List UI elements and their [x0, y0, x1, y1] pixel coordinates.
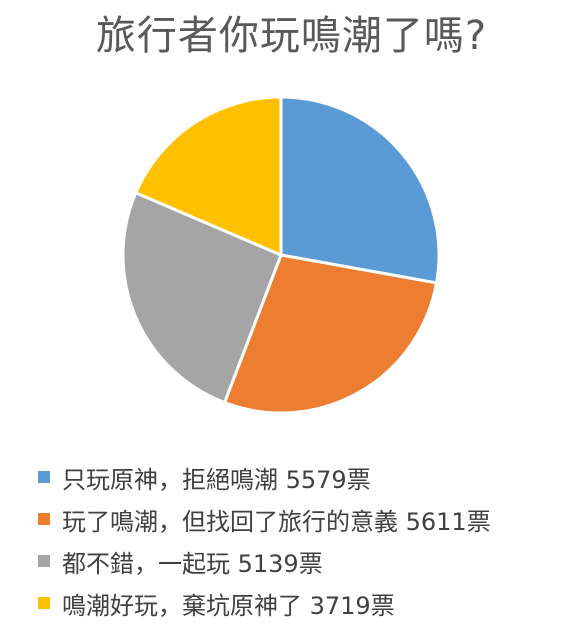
pie-slice: [134, 95, 283, 257]
legend-label: 鳴潮好玩，棄坑原神了 3719票: [62, 591, 395, 620]
legend-item: 都不錯，一起玩 5139票: [38, 540, 578, 582]
legend-swatch: [38, 555, 50, 567]
pie-slice: [121, 191, 283, 405]
legend-label: 都不錯，一起玩 5139票: [62, 549, 323, 578]
legend-item: 只玩原神，拒絕鳴潮 5579票: [38, 456, 578, 498]
legend-label: 只玩原神，拒絕鳴潮 5579票: [62, 465, 371, 494]
legend-swatch: [38, 471, 50, 483]
legend-swatch: [38, 597, 50, 609]
chart-title: 旅行者你玩鳴潮了嗎?: [95, 13, 488, 59]
pie-slice: [279, 95, 441, 285]
pie-slice: [223, 253, 439, 415]
chart-legend: 只玩原神，拒絕鳴潮 5579票 玩了鳴潮，但找回了旅行的意義 5611票 都不錯…: [38, 456, 578, 624]
legend-swatch: [38, 513, 50, 525]
legend-label: 玩了鳴潮，但找回了旅行的意義 5611票: [62, 507, 491, 536]
legend-item: 鳴潮好玩，棄坑原神了 3719票: [38, 582, 578, 624]
pie-slices: [121, 95, 441, 415]
legend-item: 玩了鳴潮，但找回了旅行的意義 5611票: [38, 498, 578, 540]
